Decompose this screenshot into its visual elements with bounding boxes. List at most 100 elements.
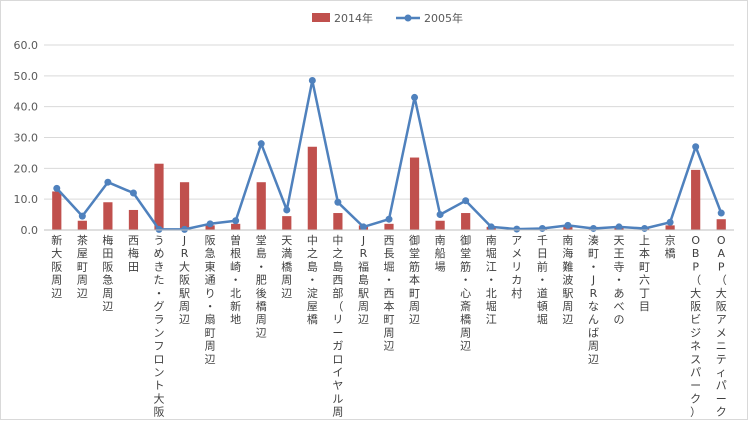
x-tick-label: 茶屋町周辺 xyxy=(77,234,88,300)
x-tick-label: 堂島・肥後橋周辺 xyxy=(256,234,267,339)
svg-text:南堀江・北堀江: 南堀江・北堀江 xyxy=(486,234,497,326)
bar xyxy=(435,220,445,230)
line-point xyxy=(78,212,86,220)
bar xyxy=(461,213,471,230)
line-point xyxy=(334,198,342,206)
x-tick-label: 御堂筋・心斎橋周辺 xyxy=(460,233,471,353)
y-tick-label: 30.0 xyxy=(14,132,39,145)
svg-text:千日前・道頓堀: 千日前・道頓堀 xyxy=(537,234,548,326)
line-point xyxy=(232,217,240,225)
bar xyxy=(282,216,292,230)
line-point xyxy=(53,184,61,192)
legend-label: 2005年 xyxy=(424,11,463,25)
line-point xyxy=(155,225,163,233)
x-tick-label: J R 福島駅周辺 xyxy=(358,234,369,326)
bar xyxy=(307,146,317,230)
x-tick-label: うめきた・グランフロント大阪 xyxy=(154,234,165,419)
svg-text:京橋: 京橋 xyxy=(665,233,676,260)
bar xyxy=(154,163,164,230)
legend: 2014年 2005年 xyxy=(312,11,463,25)
x-tick-label: 中之島・淀屋橋 xyxy=(307,234,318,326)
x-tick-label: 西長堀・西本町周辺 xyxy=(384,234,395,353)
y-tick-label: 10.0 xyxy=(14,193,39,206)
svg-text:上本町六丁目: 上本町六丁目 xyxy=(639,234,650,313)
svg-text:天王寺・あべの: 天王寺・あべの xyxy=(614,234,625,326)
y-tick-label: 50.0 xyxy=(14,70,39,83)
line-point xyxy=(359,223,367,231)
svg-text:御堂筋本町周辺: 御堂筋本町周辺 xyxy=(409,233,420,326)
svg-text:曽根崎・北新地: 曽根崎・北新地 xyxy=(230,233,241,326)
bar xyxy=(256,182,266,230)
legend-swatch-bar xyxy=(312,13,330,22)
y-tick-label: 60.0 xyxy=(14,39,39,52)
line-point xyxy=(411,93,419,101)
bar xyxy=(384,223,394,230)
x-tick-label: 天王寺・あべの xyxy=(614,234,625,326)
line-point xyxy=(181,225,189,233)
svg-text:西長堀・西本町周辺: 西長堀・西本町周辺 xyxy=(384,234,395,353)
legend-marker xyxy=(404,14,412,22)
svg-text:新大阪周辺: 新大阪周辺 xyxy=(51,233,62,300)
x-tick-label: 南船場 xyxy=(435,234,446,273)
bar xyxy=(128,209,139,230)
bar xyxy=(716,219,726,230)
line-series xyxy=(53,76,725,233)
bar xyxy=(103,202,113,230)
line-point xyxy=(104,178,112,186)
line-point xyxy=(666,218,674,226)
line-point xyxy=(129,189,137,197)
x-tick-label: 千日前・道頓堀 xyxy=(537,234,548,326)
svg-text:南海難波駅周辺: 南海難波駅周辺 xyxy=(562,234,573,326)
x-tick-label: J R 大阪駅周辺 xyxy=(179,234,190,326)
y-tick-label: 40.0 xyxy=(14,101,39,114)
svg-text:天満橋周辺: 天満橋周辺 xyxy=(281,234,292,300)
y-tick-label: 0.0 xyxy=(21,224,39,237)
bar xyxy=(77,220,87,230)
line-point xyxy=(257,140,265,148)
x-tick-label: 湊町・ J R なんば周辺 xyxy=(588,233,599,366)
svg-text:南船場: 南船場 xyxy=(435,234,446,273)
svg-text:うめきた・グランフロント大阪: うめきた・グランフロント大阪 xyxy=(154,234,165,419)
bar xyxy=(409,157,420,230)
x-tick-label: O B P （大阪ビジネスパーク） xyxy=(690,234,701,419)
svg-text:中之島西部（リーガロイヤル周辺）: 中之島西部（リーガロイヤル周辺） xyxy=(332,234,343,420)
line-point xyxy=(641,224,649,232)
line-point xyxy=(589,224,597,232)
svg-text:堂島・肥後橋周辺: 堂島・肥後橋周辺 xyxy=(256,234,267,339)
line-point xyxy=(538,224,546,232)
line-point xyxy=(564,221,572,229)
svg-text:アメリカ村: アメリカ村 xyxy=(511,234,522,300)
x-tick-label: 中之島西部（リーガロイヤル周辺） xyxy=(332,234,343,425)
x-tick-label: 南堀江・北堀江 xyxy=(486,234,497,326)
line-point xyxy=(385,215,393,223)
svg-text:西梅田: 西梅田 xyxy=(128,234,139,273)
x-tick-label: 梅田阪急周辺 xyxy=(102,233,113,313)
x-tick-label: 天満橋周辺 xyxy=(281,234,292,300)
bar xyxy=(52,191,62,230)
y-axis: 0.0 10.0 20.0 30.0 40.0 50.0 60.0 xyxy=(14,39,39,237)
x-tick-label: 御堂筋本町周辺 xyxy=(409,233,420,326)
x-tick-label: 新大阪周辺 xyxy=(51,233,62,300)
line-point xyxy=(513,225,521,233)
svg-text:茶屋町周辺: 茶屋町周辺 xyxy=(77,234,88,300)
bar xyxy=(665,225,675,230)
line-point xyxy=(487,223,495,231)
line-point xyxy=(462,197,470,205)
x-tick-label: 曽根崎・北新地 xyxy=(230,233,241,326)
x-tick-label: 阪急東通り・扇町周辺 xyxy=(205,233,216,366)
line-point xyxy=(308,76,316,84)
line-point xyxy=(717,209,725,217)
svg-text:梅田阪急周辺: 梅田阪急周辺 xyxy=(102,233,113,313)
x-tick-label: 南海難波駅周辺 xyxy=(562,234,573,326)
line-point xyxy=(283,206,291,214)
y-tick-label: 20.0 xyxy=(14,162,39,175)
x-tick-label: 西梅田 xyxy=(128,234,139,273)
bar xyxy=(231,223,241,230)
svg-text:OBP（大阪ビジネスパーク）: O B P （大阪ビジネスパーク） xyxy=(690,234,701,419)
